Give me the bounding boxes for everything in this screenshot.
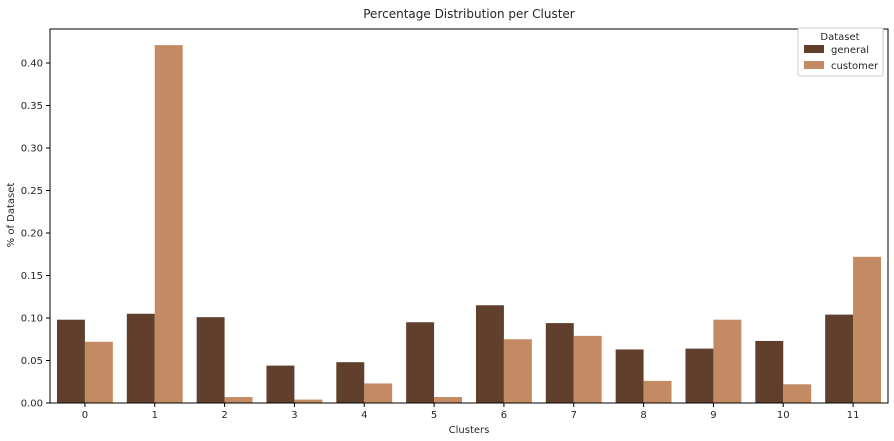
bar-general-3 xyxy=(266,365,295,403)
y-tick-label: 0.10 xyxy=(21,314,43,325)
x-tick-label: 10 xyxy=(777,410,790,421)
y-tick-label: 0.40 xyxy=(21,59,43,70)
legend-swatch-customer xyxy=(804,61,824,69)
bar-customer-9 xyxy=(713,319,742,403)
bar-customer-2 xyxy=(224,397,253,403)
x-axis-label: Clusters xyxy=(449,425,490,436)
y-tick-label: 0.25 xyxy=(21,186,43,197)
legend-title: Dataset xyxy=(820,32,859,43)
bar-customer-4 xyxy=(364,383,393,403)
x-tick-label: 5 xyxy=(431,410,437,421)
x-tick-label: 6 xyxy=(501,410,507,421)
x-tick-label: 7 xyxy=(571,410,577,421)
x-tick-label: 9 xyxy=(710,410,716,421)
y-tick-label: 0.20 xyxy=(21,229,43,240)
y-tick-label: 0.05 xyxy=(21,356,43,367)
bar-general-7 xyxy=(545,323,574,403)
bar-customer-11 xyxy=(853,256,882,403)
bar-general-1 xyxy=(126,313,155,403)
x-tick-label: 0 xyxy=(82,410,88,421)
bar-general-8 xyxy=(615,349,644,403)
bar-general-9 xyxy=(685,348,714,403)
bar-customer-3 xyxy=(294,399,323,403)
y-tick-label: 0.15 xyxy=(21,271,43,282)
x-tick-label: 1 xyxy=(152,410,158,421)
bar-general-0 xyxy=(56,319,85,403)
axes-frame xyxy=(49,28,889,404)
bar-general-5 xyxy=(406,322,435,403)
y-tick-label: 0.00 xyxy=(21,399,43,410)
x-tick-label: 11 xyxy=(847,410,860,421)
bar-general-4 xyxy=(336,362,365,403)
legend-label-general: general xyxy=(831,45,869,56)
bar-customer-0 xyxy=(84,341,113,403)
bar-general-10 xyxy=(755,340,784,403)
bar-customer-1 xyxy=(154,45,183,404)
bar-customer-5 xyxy=(434,397,463,403)
bar-general-6 xyxy=(475,305,504,403)
y-tick-label: 0.30 xyxy=(21,144,43,155)
bar-customer-10 xyxy=(783,384,812,403)
x-tick-label: 8 xyxy=(640,410,646,421)
y-axis-label: % of Dataset xyxy=(6,183,17,248)
x-tick-label: 4 xyxy=(361,410,367,421)
x-tick-label: 3 xyxy=(291,410,297,421)
bar-customer-7 xyxy=(573,335,602,403)
plot-area: 0 1 2 3 4 5 6 7 8 9 10 11 0.00 0.05 0.10 0.15 0.20 0.25 0.… xyxy=(21,28,889,421)
legend: Dataset general customer xyxy=(797,27,884,77)
y-tick-label: 0.35 xyxy=(21,101,43,112)
x-tick-label: 2 xyxy=(221,410,227,421)
legend-label-customer: customer xyxy=(831,61,879,72)
legend-swatch-general xyxy=(804,45,824,53)
chart-title: Percentage Distribution per Cluster xyxy=(363,7,575,21)
bar-general-11 xyxy=(825,314,854,403)
bar-general-2 xyxy=(196,317,225,403)
bar-customer-6 xyxy=(503,339,532,403)
bar-customer-8 xyxy=(643,380,672,403)
